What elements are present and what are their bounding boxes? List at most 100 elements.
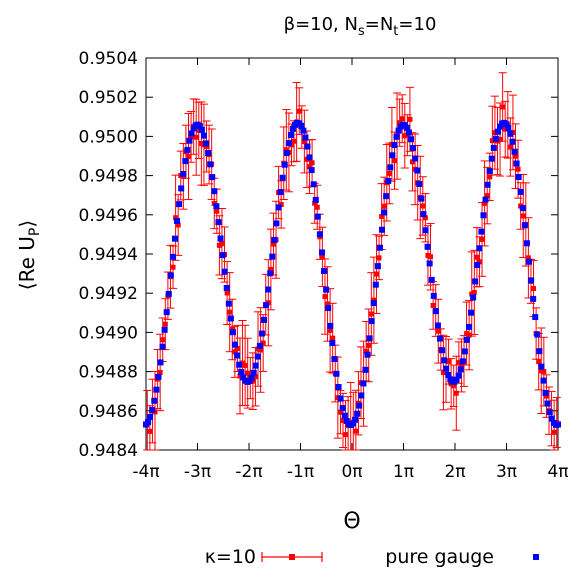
x-tick-label: -3π xyxy=(184,462,211,482)
data-point-kappa-10 xyxy=(498,72,507,142)
data-point-pure-gauge xyxy=(492,135,499,142)
data-point-pure-gauge xyxy=(356,402,363,409)
data-point-pure-gauge xyxy=(219,252,226,259)
data-point-pure-gauge xyxy=(465,323,472,330)
data-point-pure-gauge xyxy=(178,185,185,192)
x-tick-label: 3π xyxy=(496,462,517,482)
data-point-pure-gauge xyxy=(453,376,460,383)
data-point-pure-gauge xyxy=(333,370,340,377)
data-point-kappa-10 xyxy=(537,327,546,415)
data-point-pure-gauge xyxy=(250,369,257,376)
data-point-pure-gauge xyxy=(287,132,294,139)
data-point-pure-gauge xyxy=(405,129,412,136)
data-point-pure-gauge xyxy=(229,329,236,336)
data-point-pure-gauge xyxy=(176,201,183,208)
data-point-pure-gauge xyxy=(528,277,535,284)
data-point-pure-gauge xyxy=(263,302,270,309)
legend: κ=10 pure gauge xyxy=(205,546,539,568)
data-point-pure-gauge xyxy=(159,343,166,350)
data-point-pure-gauge xyxy=(414,167,421,174)
data-point-pure-gauge xyxy=(180,170,187,177)
data-point-pure-gauge xyxy=(209,174,216,181)
data-point-pure-gauge xyxy=(478,228,485,235)
x-tick-label: 4π xyxy=(547,462,568,482)
data-point-pure-gauge xyxy=(354,410,361,417)
data-point-pure-gauge xyxy=(221,268,228,275)
data-point-pure-gauge xyxy=(416,181,423,188)
data-point-pure-gauge xyxy=(161,326,168,333)
data-point-pure-gauge xyxy=(480,212,487,219)
data-point-pure-gauge xyxy=(184,146,191,153)
data-point-pure-gauge xyxy=(507,130,514,137)
data-point-pure-gauge xyxy=(439,347,446,354)
data-point-pure-gauge xyxy=(225,300,232,307)
data-point-pure-gauge xyxy=(379,226,386,233)
data-point-pure-gauge xyxy=(327,322,334,329)
data-point-pure-gauge xyxy=(273,220,280,227)
y-tick-label: 0.9488 xyxy=(79,363,138,383)
data-point-pure-gauge xyxy=(517,188,524,195)
data-point-pure-gauge xyxy=(186,137,193,144)
data-point-kappa-10 xyxy=(243,337,252,409)
data-point-pure-gauge xyxy=(532,314,539,321)
legend-label-pure-gauge: pure gauge xyxy=(385,546,494,568)
data-point-pure-gauge xyxy=(331,356,338,363)
data-point-pure-gauge xyxy=(389,152,396,159)
data-point-pure-gauge xyxy=(393,133,400,140)
data-point-pure-gauge xyxy=(436,335,443,342)
data-point-pure-gauge xyxy=(153,386,160,393)
data-point-pure-gauge xyxy=(211,188,218,195)
data-point-pure-gauge xyxy=(548,415,555,422)
data-point-pure-gauge xyxy=(410,144,417,151)
data-point-pure-gauge xyxy=(420,211,427,218)
data-point-pure-gauge xyxy=(381,209,388,216)
axis-ticks: -4π -3π -2π -1π 0π 1π 2π 3π 4π 0.9484 0.9486 0.9488… xyxy=(79,49,569,482)
data-point-pure-gauge xyxy=(521,222,528,229)
y-tick-label: 0.9496 xyxy=(79,206,138,226)
data-point-pure-gauge xyxy=(236,361,243,368)
data-point-pure-gauge xyxy=(383,193,390,200)
data-point-pure-gauge xyxy=(372,281,379,288)
data-point-pure-gauge xyxy=(151,397,158,404)
data-point-pure-gauge xyxy=(281,161,288,168)
data-point-pure-gauge xyxy=(279,174,286,181)
data-point-pure-gauge xyxy=(352,416,359,423)
data-point-pure-gauge xyxy=(261,316,268,323)
data-point-pure-gauge xyxy=(325,305,332,312)
data-point-pure-gauge xyxy=(323,286,330,293)
data-point-pure-gauge xyxy=(424,243,431,250)
data-point-pure-gauge xyxy=(476,245,483,252)
y-tick-label: 0.9500 xyxy=(79,127,138,147)
data-point-pure-gauge xyxy=(238,369,245,376)
data-point-pure-gauge xyxy=(470,294,477,301)
data-point-pure-gauge xyxy=(258,330,265,337)
data-point-pure-gauge xyxy=(443,365,450,372)
data-point-pure-gauge xyxy=(246,377,253,384)
data-point-kappa-10 xyxy=(192,98,201,176)
data-point-pure-gauge xyxy=(366,335,373,342)
data-point-pure-gauge xyxy=(145,418,152,425)
data-point-pure-gauge xyxy=(418,195,425,202)
data-point-pure-gauge xyxy=(530,295,537,302)
data-point-pure-gauge xyxy=(484,181,491,188)
x-tick-label: -4π xyxy=(132,462,159,482)
data-point-pure-gauge xyxy=(540,377,547,384)
x-tick-label: -2π xyxy=(235,462,262,482)
data-point-pure-gauge xyxy=(408,136,415,143)
legend-marker-pure-gauge xyxy=(533,554,539,560)
data-point-pure-gauge xyxy=(490,144,497,151)
x-tick-label: 0π xyxy=(341,462,362,482)
data-point-pure-gauge xyxy=(523,240,530,247)
data-point-pure-gauge xyxy=(538,363,545,370)
y-tick-label: 0.9498 xyxy=(79,167,138,187)
data-point-pure-gauge xyxy=(256,342,263,349)
data-point-pure-gauge xyxy=(422,227,429,234)
data-point-pure-gauge xyxy=(428,276,435,283)
data-point-pure-gauge xyxy=(403,124,410,131)
y-tick-label: 0.9492 xyxy=(79,284,138,304)
data-point-pure-gauge xyxy=(486,168,493,175)
data-point-pure-gauge xyxy=(308,167,315,174)
data-point-kappa-10 xyxy=(524,217,533,299)
data-point-pure-gauge xyxy=(515,173,522,180)
